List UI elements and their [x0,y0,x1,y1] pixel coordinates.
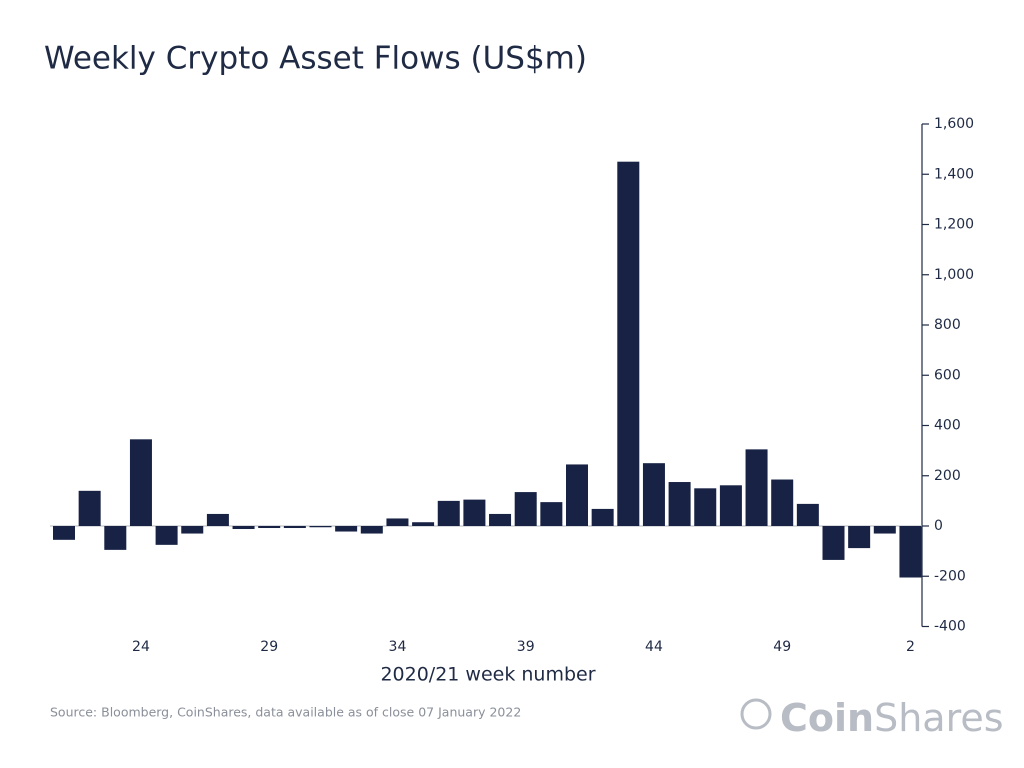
logo-part: Shares [874,696,1003,740]
chart-title: Weekly Crypto Asset Flows (US$m) [44,41,587,77]
x-tick-label: 2 [906,639,915,655]
bar [360,526,383,534]
bar [104,526,127,550]
x-tick-label: 44 [645,639,663,655]
bar [514,492,537,526]
y-tick-label: 200 [934,468,961,484]
bar [437,500,460,526]
logo-icon [740,698,772,730]
bar [283,526,306,529]
bar [155,526,178,545]
source-note: Source: Bloomberg, CoinShares, data avai… [50,705,521,720]
bar [899,526,922,578]
y-tick-label: 1,600 [934,116,974,132]
bar [745,449,768,526]
bar [386,518,409,526]
x-tick-label: 49 [773,639,791,655]
bar [668,482,691,526]
bar [53,526,75,540]
bar [873,526,896,534]
y-tick-label: 1,400 [934,166,974,182]
bar [412,522,435,526]
x-tick-label: 39 [517,639,535,655]
logo-text: CoinShares [780,696,1004,740]
bar [694,488,717,526]
bar [258,526,281,529]
bar [206,513,229,526]
bar [232,526,255,530]
x-axis-label: 2020/21 week number [380,664,595,686]
y-tick-label: 400 [934,418,961,434]
y-tick-label: 1,000 [934,267,974,283]
x-tick-label: 24 [132,639,150,655]
bar [617,161,640,526]
bar [642,463,665,526]
bar [335,526,358,532]
x-tick-label: 29 [260,639,278,655]
logo-part: Coin [780,696,874,740]
y-tick-label: 600 [934,367,961,383]
bar [719,485,742,526]
bar [463,499,486,526]
bar [129,439,152,526]
logo: CoinShares [740,696,1004,740]
bar [771,479,794,526]
bar [822,526,845,560]
y-tick-label: -200 [934,568,966,584]
bar [540,502,563,526]
bar [796,503,819,526]
bar [309,526,332,528]
y-tick-label: -400 [934,619,966,635]
bar [566,464,588,526]
bar [78,490,101,526]
y-tick-label: 1,200 [934,217,974,233]
bar [591,508,614,526]
y-tick-label: 800 [934,317,961,333]
x-tick-label: 34 [389,639,407,655]
y-tick-label: 0 [934,518,943,534]
bar [848,526,871,549]
bar [489,513,512,526]
bar [181,526,204,534]
